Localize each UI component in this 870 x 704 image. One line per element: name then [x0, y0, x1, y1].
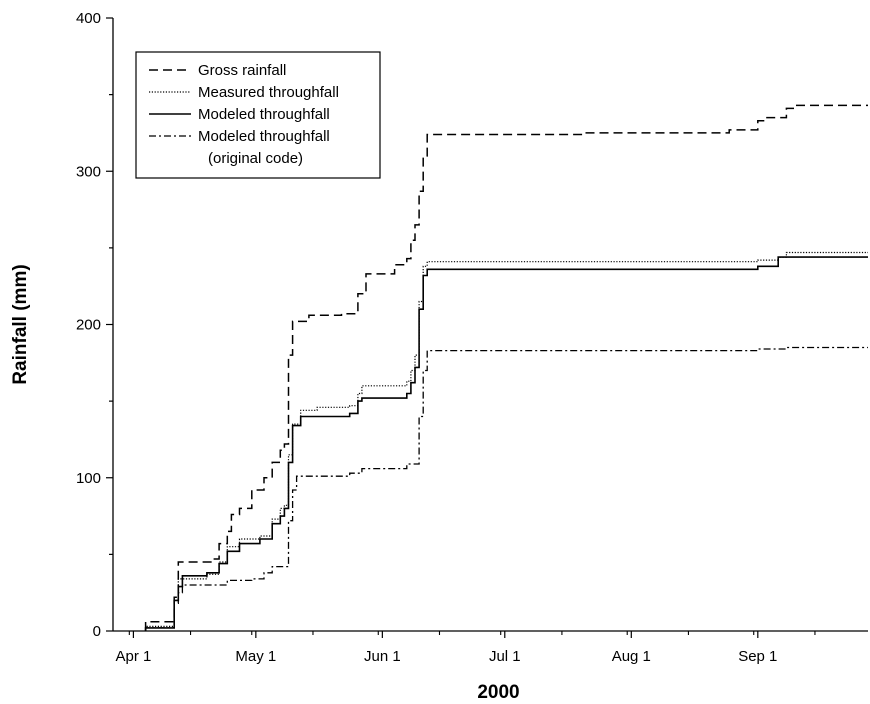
x-axis-title: 2000	[477, 682, 519, 703]
x-tick-label: May 1	[235, 648, 276, 665]
legend-box	[135, 51, 381, 179]
legend-label-4: Modeled throughfall	[198, 128, 330, 145]
series-line-3	[144, 256, 868, 631]
series-line-4	[144, 346, 868, 631]
y-tick-label: 100	[76, 470, 101, 487]
legend-label-1: Gross rainfall	[198, 62, 286, 79]
x-tick-label: Sep 1	[738, 648, 777, 665]
x-tick-label: Apr 1	[115, 648, 151, 665]
series-line-2	[145, 251, 868, 631]
series-layer	[144, 104, 868, 631]
x-tick-label: Jul 1	[489, 648, 521, 665]
y-tick-label: 400	[76, 10, 101, 27]
chart-axes: 0 100 200 300 400 Apr 1 May 1 Jun 1 Jul 1 Aug 1 Se…	[76, 10, 868, 665]
y-tick-label: 0	[93, 623, 101, 640]
legend-label-3: Modeled throughfall	[198, 106, 330, 123]
y-axis-title: Rainfall (mm)	[10, 264, 31, 384]
x-tick-label: Aug 1	[612, 648, 651, 665]
legend-label-4-line2: (original code)	[208, 150, 303, 167]
x-tick-label: Jun 1	[364, 648, 401, 665]
legend-label-2: Measured throughfall	[198, 84, 339, 101]
y-tick-label: 200	[76, 317, 101, 334]
series-line-1	[144, 104, 868, 631]
legend: Gross rainfall Measured throughfall Modele…	[135, 51, 381, 179]
y-tick-label: 300	[76, 163, 101, 180]
